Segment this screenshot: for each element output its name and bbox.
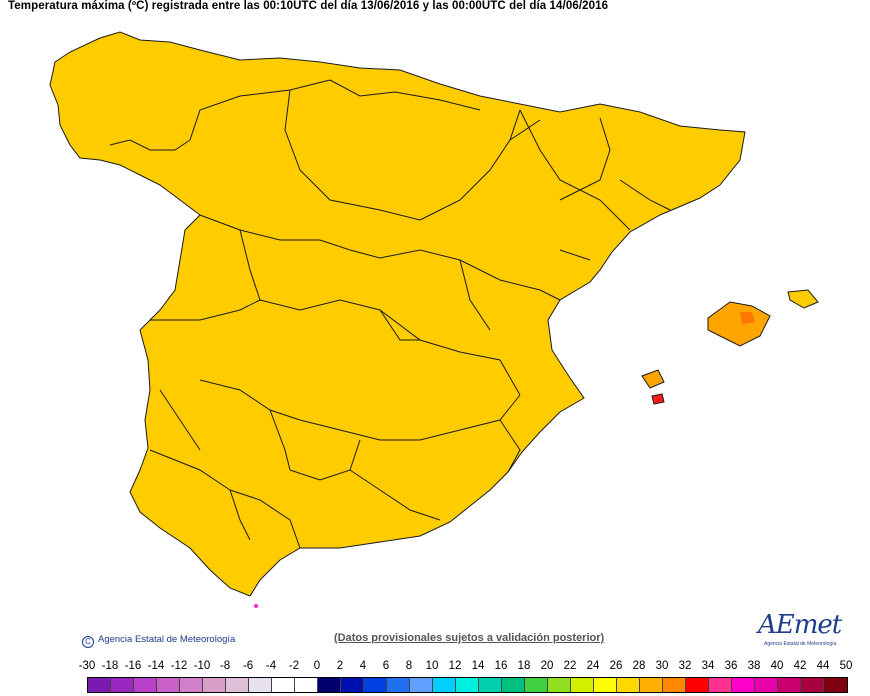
scale-label: 20 bbox=[540, 660, 554, 672]
scale-swatch bbox=[364, 678, 387, 692]
scale-label: 18 bbox=[517, 660, 531, 672]
scale-swatch bbox=[640, 678, 663, 692]
scale-swatch bbox=[433, 678, 456, 692]
scale-swatch bbox=[180, 678, 203, 692]
scale-swatch bbox=[249, 678, 272, 692]
scale-label: 50 bbox=[839, 660, 853, 672]
scale-label: -10 bbox=[193, 660, 211, 672]
scale-label: 12 bbox=[448, 660, 462, 672]
scale-label: -12 bbox=[170, 660, 188, 672]
scale-swatch bbox=[755, 678, 778, 692]
scale-swatch bbox=[617, 678, 640, 692]
logo-wordmark: AEmet bbox=[758, 610, 842, 640]
scale-swatch bbox=[594, 678, 617, 692]
scale-swatch bbox=[479, 678, 502, 692]
scale-swatch bbox=[410, 678, 433, 692]
scale-label: -4 bbox=[265, 660, 277, 672]
scale-swatch bbox=[456, 678, 479, 692]
scale-label: 30 bbox=[655, 660, 669, 672]
scale-swatch bbox=[732, 678, 755, 692]
scale-swatch bbox=[387, 678, 410, 692]
aemet-logo: AEmet Agencia Estatal de Meteorología bbox=[758, 610, 848, 650]
scale-label: -16 bbox=[124, 660, 142, 672]
scale-label: 28 bbox=[632, 660, 646, 672]
scale-label: 42 bbox=[793, 660, 807, 672]
scale-label: 10 bbox=[425, 660, 439, 672]
scale-swatch bbox=[203, 678, 226, 692]
scale-label: 38 bbox=[747, 660, 761, 672]
map-title: Temperatura máxima (ºC) registrada entre… bbox=[8, 0, 609, 12]
scale-label: 36 bbox=[724, 660, 738, 672]
scale-swatch bbox=[824, 678, 847, 692]
scale-label: 34 bbox=[701, 660, 715, 672]
scale-label: 8 bbox=[405, 660, 413, 672]
color-scale-bar bbox=[87, 677, 848, 693]
scale-label: 40 bbox=[770, 660, 784, 672]
scale-label: 6 bbox=[382, 660, 390, 672]
scale-labels: -30 -18 -16 -14 -12 -10 -8 -6 -4 -2 0 2 4 6 8 10 12 14 16 1… bbox=[0, 660, 870, 676]
scale-swatch bbox=[778, 678, 801, 692]
scale-label: -30 bbox=[78, 660, 96, 672]
temperature-map bbox=[0, 14, 870, 624]
scale-label: 26 bbox=[609, 660, 623, 672]
scale-label: 4 bbox=[359, 660, 367, 672]
credit: C Agencia Estatal de Meteorología bbox=[82, 634, 235, 648]
scale-swatch bbox=[111, 678, 134, 692]
copyright-icon: C bbox=[82, 636, 94, 648]
scale-swatch bbox=[548, 678, 571, 692]
scale-swatch bbox=[134, 678, 157, 692]
scale-swatch bbox=[318, 678, 341, 692]
provisional-note: (Datos provisionales sujetos a validació… bbox=[334, 632, 605, 644]
scale-label: 22 bbox=[563, 660, 577, 672]
scale-label: 24 bbox=[586, 660, 600, 672]
logo-subtitle: Agencia Estatal de Meteorología bbox=[764, 641, 837, 647]
scale-swatch bbox=[801, 678, 824, 692]
scale-label: 14 bbox=[471, 660, 485, 672]
scale-swatch bbox=[341, 678, 364, 692]
scale-label: 16 bbox=[494, 660, 508, 672]
scale-label: 44 bbox=[816, 660, 830, 672]
scale-swatch bbox=[571, 678, 594, 692]
scale-label: 32 bbox=[678, 660, 692, 672]
scale-label: -14 bbox=[147, 660, 165, 672]
scale-label: -2 bbox=[288, 660, 300, 672]
scale-label: 0 bbox=[313, 660, 321, 672]
scale-swatch bbox=[272, 678, 295, 692]
credit-text: Agencia Estatal de Meteorología bbox=[98, 634, 236, 645]
scale-swatch bbox=[502, 678, 525, 692]
scale-swatch bbox=[88, 678, 111, 692]
scale-swatch bbox=[157, 678, 180, 692]
scale-swatch bbox=[226, 678, 249, 692]
scale-label: 2 bbox=[336, 660, 344, 672]
scale-label: -18 bbox=[101, 660, 119, 672]
scale-swatch bbox=[295, 678, 318, 692]
scale-swatch bbox=[525, 678, 548, 692]
scale-label: -8 bbox=[219, 660, 231, 672]
scale-swatch bbox=[709, 678, 732, 692]
scale-swatch bbox=[663, 678, 686, 692]
scale-label: -6 bbox=[242, 660, 254, 672]
scale-swatch bbox=[686, 678, 709, 692]
